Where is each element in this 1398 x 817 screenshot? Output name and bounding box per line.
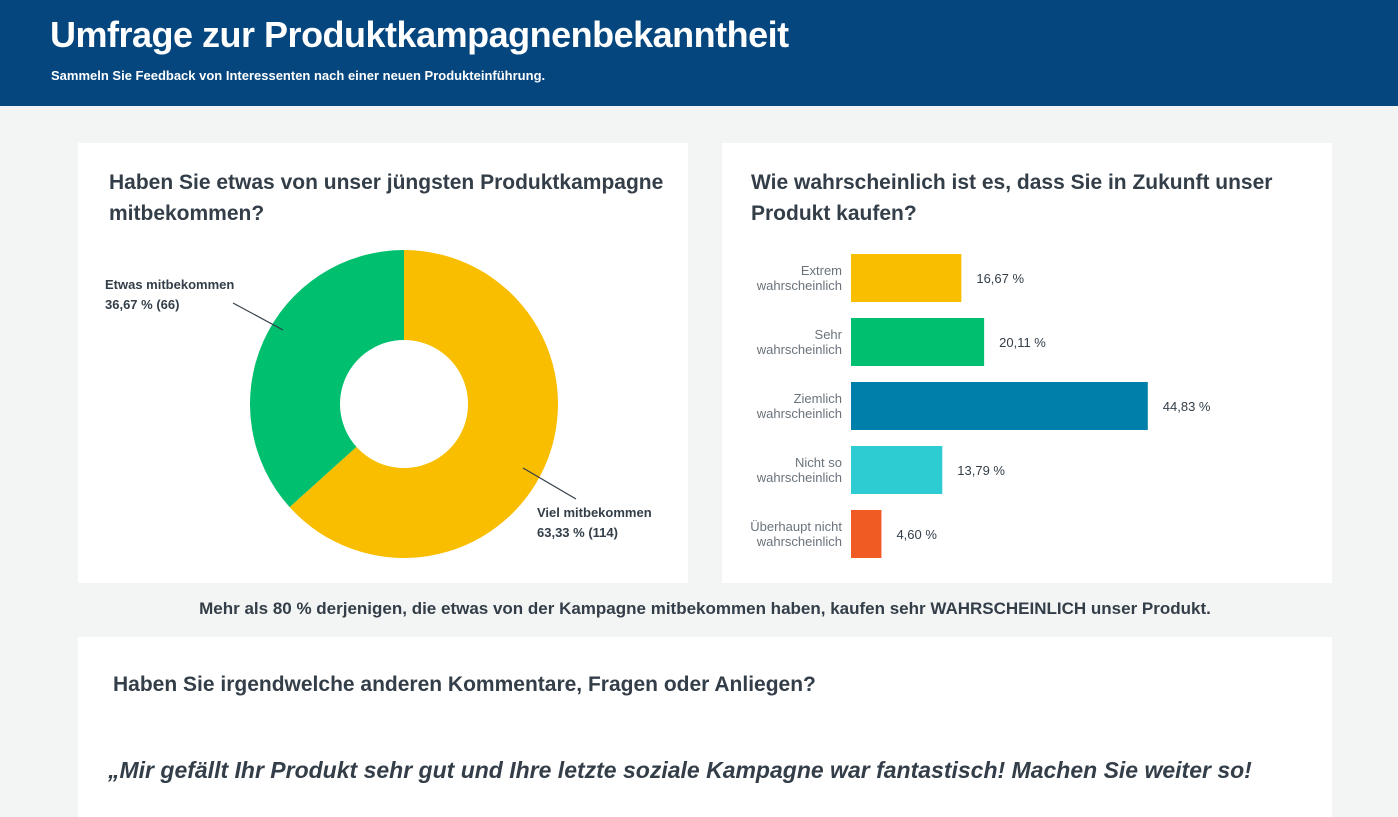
purchase-question: Wie wahrscheinlich ist es, dass Sie in Z… [751,171,1273,225]
bar-category-label-0: Extrem [801,263,842,278]
comments-question: Haben Sie irgendwelche anderen Kommentar… [113,673,816,696]
bar-4 [851,510,882,558]
donut-leader-line-1 [232,302,284,331]
bar-category-label-4: Überhaupt nicht [750,519,842,534]
insight-text: Mehr als 80 % derjenigen, die etwas von … [199,599,1211,618]
bar-3 [851,446,943,494]
page-subtitle: Sammeln Sie Feedback von Interessenten n… [51,68,546,83]
donut-label-0: Viel mitbekommen [537,505,652,520]
bar-value-label-1: 20,11 % [999,335,1046,350]
bar-1 [851,318,985,366]
bar-category-label-4: wahrscheinlich [756,534,842,549]
bar-category-label-0: wahrscheinlich [756,278,842,293]
bar-category-label-2: Ziemlich [794,391,842,406]
donut-value-1: 36,67 % (66) [105,297,179,312]
donut-chart: Viel mitbekommen 63,33 % (114) Etwas mitbe… [105,250,652,558]
bar-value-label-3: 13,79 % [957,463,1005,478]
donut-slice-1 [250,250,404,508]
bar-category-label-2: wahrscheinlich [756,406,842,421]
header: Umfrage zur Produktkampagnenbekanntheit … [0,0,1398,106]
comments-card: Haben Sie irgendwelche anderen Kommentar… [78,637,1332,817]
page-title: Umfrage zur Produktkampagnenbekanntheit [50,14,789,55]
bar-category-label-3: wahrscheinlich [756,470,842,485]
awareness-card: Haben Sie etwas von unser jüngsten Produ… [78,143,688,583]
donut-leader-line-0 [522,467,577,500]
awareness-question: Haben Sie etwas von unser jüngsten Produ… [109,171,664,225]
bar-category-label-3: Nicht so [795,455,842,470]
bar-0 [851,254,962,302]
bar-value-label-0: 16,67 % [976,271,1024,286]
bar-2 [851,382,1148,430]
bar-category-label-1: Sehr [815,327,843,342]
bar-value-label-4: 4,60 % [896,527,937,542]
donut-value-0: 63,33 % (114) [537,525,618,540]
bar-category-label-1: wahrscheinlich [756,342,842,357]
donut-slice-0 [289,250,558,558]
purchase-card: Wie wahrscheinlich ist es, dass Sie in Z… [722,143,1332,583]
comment-quote: „Mir gefällt Ihr Produkt sehr gut und Ih… [108,757,1252,783]
donut-label-1: Etwas mitbekommen [105,277,234,292]
bar-value-label-2: 44,83 % [1163,399,1211,414]
